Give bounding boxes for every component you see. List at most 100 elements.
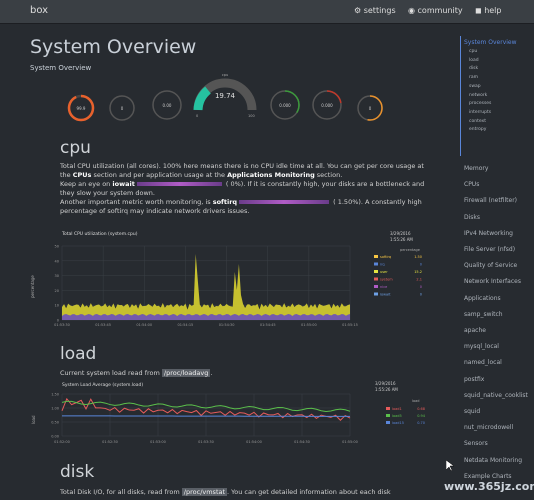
gauge-5[interactable]: 0.000 <box>310 88 344 122</box>
load-legend-name: load1 <box>392 407 402 411</box>
sidebar-item[interactable]: Netdata Monitoring <box>464 456 523 464</box>
load-chart[interactable]: System Load Average (system.load) load 0… <box>30 378 452 448</box>
sidebar-subitem-swap[interactable]: swap <box>469 83 481 89</box>
sidebar-item[interactable]: squid_native_cooklist <box>464 391 528 399</box>
load-chart-title: System Load Average (system.load) <box>62 382 143 388</box>
sidebar-subitem-interrupts[interactable]: interrupts <box>469 109 492 115</box>
cpu-legend-header: percentage <box>400 248 420 252</box>
top-navbar: box ⚙ settings ◉ community ◼ help <box>0 0 534 24</box>
cpu-y-tick: 40 <box>55 259 59 263</box>
load-legend-value: 0.68 <box>417 407 425 411</box>
load-chart-date: 3/29/2016 <box>375 381 396 386</box>
load-chart-time: 1:55:26 AM <box>375 387 398 392</box>
iowait-sparkline <box>136 182 222 186</box>
settings-button[interactable]: ⚙ settings <box>354 6 396 15</box>
sidebar-subitem-ram[interactable]: ram <box>469 75 478 81</box>
gauge-3[interactable]: 0.00 <box>150 88 184 122</box>
cpu-legend-value: 1.50 <box>414 255 422 259</box>
sidebar-item[interactable]: CPUs <box>464 181 480 189</box>
cpu-legend-value: 0 <box>420 263 422 267</box>
sidebar-item[interactable]: Disks <box>464 213 481 221</box>
brand-link[interactable]: box <box>30 5 49 16</box>
cpu-legend-swatch <box>374 270 378 273</box>
sidebar-item[interactable]: Quality of Service <box>464 262 518 270</box>
sidebar-item[interactable]: apache <box>464 327 486 334</box>
gauge-4[interactable]: 0.000 <box>268 88 302 122</box>
sidebar <box>452 24 534 500</box>
sidebar-item[interactable]: postfix <box>464 375 485 383</box>
sidebar-subitem-disk[interactable]: disk <box>469 66 479 72</box>
cpu-chart-ylabel: percentage <box>30 275 35 298</box>
sidebar-item[interactable]: Sensors <box>464 440 488 448</box>
sidebar-subitem-cpu[interactable]: cpu <box>469 49 478 54</box>
community-button[interactable]: ◉ community <box>408 6 463 15</box>
sidebar-item[interactable]: File Server (nfsd) <box>464 246 516 253</box>
cpu-x-tick: 01:54:15 <box>178 323 194 327</box>
page-title: System Overview <box>30 36 197 58</box>
help-button[interactable]: ◼ help <box>475 6 502 15</box>
disk-heading: disk <box>60 462 95 482</box>
sidebar-subitem-entropy[interactable]: entropy <box>469 127 487 133</box>
gauge-2[interactable]: 0 <box>107 93 137 123</box>
gauge-3-value: 0.00 <box>163 103 172 108</box>
load-y-tick: 1.00 <box>51 407 59 411</box>
sidebar-subitem-processes[interactable]: processes <box>469 101 492 107</box>
gauge-1[interactable]: 99.9 <box>66 93 96 123</box>
gauge-5-value: 0.000 <box>321 103 333 108</box>
cpu-chart-time: 1:55:26 AM <box>390 237 413 242</box>
gear-icon: ⚙ <box>354 6 362 15</box>
sidebar-item[interactable]: named_local <box>464 359 502 367</box>
watermark: www.365jz.com <box>444 480 534 493</box>
cpu-y-tick: 30 <box>55 274 59 278</box>
page-subtitle: System Overview <box>30 64 92 72</box>
cpu-legend-name: softirq <box>380 255 391 259</box>
sidebar-subitem-network[interactable]: network <box>469 92 488 98</box>
cpu-chart[interactable]: Total CPU utilization (system.cpu) perce… <box>30 228 452 332</box>
help-icon: ◼ <box>475 6 482 15</box>
sidebar-item[interactable]: Network Interfaces <box>464 278 521 286</box>
load-x-tick: 01:54:30 <box>294 440 310 444</box>
load-legend-name: load15 <box>392 421 404 425</box>
sidebar-item[interactable]: squid <box>464 408 481 415</box>
gauge-6[interactable]: 0 <box>355 93 385 123</box>
load-y-tick: 1.50 <box>51 393 59 397</box>
cpu-legend-value: 15.2 <box>414 270 422 274</box>
load-y-tick: 0.00 <box>51 435 59 439</box>
sidebar-item[interactable]: nut_microdowell <box>464 424 514 432</box>
sidebar-item[interactable]: Memory <box>464 165 489 172</box>
sidebar-item[interactable]: Example Charts <box>464 472 512 480</box>
cpu-description: Total CPU utilization (all cores). 100% … <box>60 162 425 215</box>
sidebar-subitem-context[interactable]: context <box>469 118 486 124</box>
cpu-gauge-max: 100 <box>248 114 255 118</box>
cpu-legend-swatch <box>374 277 378 281</box>
sidebar-item[interactable]: mysql_local <box>464 343 499 351</box>
cpu-legend-name: nice <box>380 285 387 289</box>
cpu-main-gauge[interactable]: cpu 19.74 0 100 <box>190 72 260 120</box>
cpu-x-tick: 01:55:00 <box>301 323 317 327</box>
cpu-legend-name: user <box>380 270 388 274</box>
sidebar-item-system-overview[interactable]: System Overview <box>464 39 517 46</box>
sidebar-subitem-load[interactable]: load <box>469 57 479 63</box>
cpu-gauge-min: 0 <box>196 114 198 118</box>
load15-line <box>61 415 351 417</box>
load-legend-value: 0.94 <box>417 414 426 418</box>
cpu-y-tick: 0 <box>57 319 59 323</box>
sidebar-item[interactable]: Applications <box>464 294 501 302</box>
sidebar-item[interactable]: IPv4 Networking <box>464 229 513 237</box>
cpu-legend-name: iowait <box>380 293 391 297</box>
sidebar-item[interactable]: Firewall (netfilter) <box>464 197 518 205</box>
cpu-gauge-label: cpu <box>222 73 228 77</box>
load-description: Current system load read from /proc/load… <box>60 369 213 377</box>
cpu-legend-value: 0 <box>420 285 422 289</box>
cpu-legend-value: 2.1 <box>416 278 422 282</box>
cpu-x-tick: 01:54:00 <box>136 323 152 327</box>
cpu-y-tick: 50 <box>55 245 59 249</box>
cpu-x-tick: 01:54:45 <box>260 323 276 327</box>
load-x-tick: 01:54:00 <box>246 440 262 444</box>
gauge-2-value: 0 <box>121 106 124 111</box>
load-heading: load <box>60 344 97 364</box>
gauge-1-value: 99.9 <box>77 106 86 111</box>
load-x-tick: 01:52:30 <box>102 440 118 444</box>
sidebar-item[interactable]: samp_switch <box>464 310 503 318</box>
disk-description: Total Disk I/O, for all disks, read from… <box>60 488 391 496</box>
